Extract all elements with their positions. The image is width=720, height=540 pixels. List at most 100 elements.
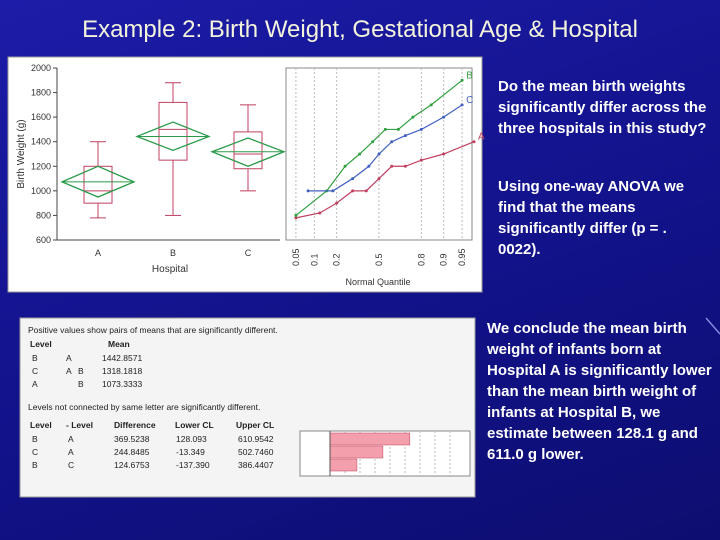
table-cell: B: [78, 379, 84, 389]
decor-line: [705, 317, 720, 335]
series-label: A: [478, 132, 485, 143]
table-cell: A: [68, 447, 74, 457]
table-cell: A: [66, 353, 72, 363]
quantile-point: [377, 177, 381, 181]
table-cell: 1442.8571: [102, 353, 142, 363]
series-label: C: [466, 95, 473, 106]
series-label: B: [466, 70, 473, 81]
table-cell: C: [32, 366, 38, 376]
y-tick-label: 1800: [31, 88, 51, 98]
table-cell: A: [32, 379, 38, 389]
quantile-point: [294, 213, 298, 217]
box: [233, 131, 263, 170]
table-cell: B: [32, 460, 38, 470]
difference-bar: [329, 432, 411, 446]
quantile-point: [318, 211, 322, 215]
table-header: Level: [30, 339, 52, 349]
table-cell: C: [68, 460, 74, 470]
quantile-point: [371, 140, 375, 144]
quantile-point: [364, 189, 368, 193]
y-tick-label: 1600: [31, 112, 51, 122]
quantile-point: [358, 152, 362, 156]
chart-panel: [7, 56, 483, 293]
y-tick-label: 1000: [31, 186, 51, 196]
y-tick-label: 800: [36, 210, 51, 220]
y-tick-label: 1400: [31, 137, 51, 147]
paragraph: Using one-way ANOVA we find that the mea…: [498, 178, 685, 258]
quantile-tick-label: 0.8: [416, 253, 426, 266]
quantile-point: [335, 201, 339, 205]
quantile-axis-label: Normal Quantile: [345, 277, 410, 287]
quantile-tick-label: 0.9: [439, 253, 449, 266]
table-cell: 244.8485: [114, 447, 150, 457]
table-cell: B: [78, 366, 84, 376]
report-footnote: Levels not connected by same letter are …: [28, 402, 260, 412]
quantile-point: [403, 164, 407, 168]
table-cell: -13.349: [176, 447, 205, 457]
table-cell: -137.390: [176, 460, 210, 470]
quantile-point: [411, 115, 415, 119]
paragraph: We conclude the mean birth weight of inf…: [487, 320, 712, 463]
quantile-point: [367, 164, 371, 168]
quantile-tick-label: 0.95: [457, 248, 467, 266]
quantile-tick-label: 0.05: [291, 248, 301, 266]
quantile-point: [294, 216, 298, 220]
table-header: Difference: [114, 420, 156, 430]
quantile-point: [429, 103, 433, 107]
quantile-point: [419, 158, 423, 162]
x-axis-label: Hospital: [152, 264, 188, 275]
table-cell: 128.093: [176, 434, 207, 444]
paragraph: Do the mean birth weights significantly …: [498, 78, 707, 137]
table-header: Upper CL: [236, 420, 274, 430]
quantile-point: [390, 140, 394, 144]
table-cell: 610.9542: [238, 434, 274, 444]
table-cell: A: [66, 366, 72, 376]
table-header: - Level: [66, 420, 93, 430]
quantile-point: [419, 127, 423, 131]
y-axis-label: Birth Weight (g): [16, 119, 27, 188]
quantile-tick-label: 0.1: [309, 253, 319, 266]
quantile-point: [442, 152, 446, 156]
quantile-point: [306, 189, 310, 193]
x-tick-label: A: [95, 248, 101, 258]
quantile-tick-label: 0.2: [332, 253, 342, 266]
difference-bar: [329, 445, 384, 459]
table-cell: 1073.3333: [102, 379, 142, 389]
y-tick-label: 2000: [31, 63, 51, 73]
quantile-tick-label: 0.5: [374, 253, 384, 266]
table-header: Mean: [108, 339, 130, 349]
quantile-point: [460, 78, 464, 82]
quantile-point: [331, 189, 335, 193]
y-tick-label: 1200: [31, 161, 51, 171]
report-note: Positive values show pairs of means that…: [28, 325, 278, 335]
table-header: Lower CL: [175, 420, 214, 430]
table-cell: 1318.1818: [102, 366, 142, 376]
table-cell: C: [32, 447, 38, 457]
quantile-point: [351, 189, 355, 193]
difference-bar: [329, 458, 358, 472]
table-cell: B: [32, 353, 38, 363]
x-tick-label: B: [170, 248, 176, 258]
table-cell: 386.4407: [238, 460, 274, 470]
table-cell: A: [68, 434, 74, 444]
quantile-point: [442, 115, 446, 119]
x-tick-label: C: [245, 248, 252, 258]
quantile-point: [396, 127, 400, 131]
quantile-line: [295, 79, 463, 216]
table-cell: 369.5238: [114, 434, 150, 444]
table-cell: 502.7460: [238, 447, 274, 457]
quantile-point: [351, 177, 355, 181]
table-header: Level: [30, 420, 52, 430]
table-cell: B: [32, 434, 38, 444]
quantile-point: [472, 140, 476, 144]
table-cell: 124.6753: [114, 460, 150, 470]
quantile-point: [390, 164, 394, 168]
quantile-point: [343, 164, 347, 168]
quantile-point: [383, 127, 387, 131]
quantile-point: [460, 103, 464, 107]
quantile-line: [308, 104, 463, 192]
box: [158, 101, 188, 161]
y-tick-label: 600: [36, 235, 51, 245]
